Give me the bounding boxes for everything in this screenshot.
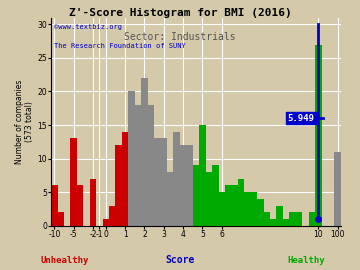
Bar [174, 132, 180, 226]
Bar [264, 212, 270, 226]
Bar [109, 205, 116, 226]
Bar [193, 165, 199, 226]
Bar [251, 192, 257, 226]
Text: Sector: Industrials: Sector: Industrials [124, 32, 236, 42]
Bar [289, 212, 296, 226]
Bar [161, 139, 167, 226]
Text: 5.949: 5.949 [288, 114, 314, 123]
Bar [141, 78, 148, 226]
Bar [231, 185, 238, 226]
Bar [257, 199, 264, 226]
Bar [154, 139, 161, 226]
Y-axis label: Number of companies
(573 total): Number of companies (573 total) [15, 79, 35, 164]
Bar [276, 205, 283, 226]
Bar [334, 152, 341, 226]
Bar [283, 219, 289, 226]
Bar [315, 45, 321, 226]
Bar [90, 179, 96, 226]
Bar [244, 192, 251, 226]
Text: Z'-Score Histogram for BMI (2016): Z'-Score Histogram for BMI (2016) [69, 8, 291, 18]
Bar [199, 125, 206, 226]
Bar [186, 145, 193, 226]
Text: The Research Foundation of SUNY: The Research Foundation of SUNY [54, 43, 186, 49]
Bar [135, 105, 141, 226]
Text: ©www.textbiz.org: ©www.textbiz.org [54, 24, 122, 30]
Bar [219, 192, 225, 226]
Bar [270, 219, 276, 226]
Bar [116, 145, 122, 226]
Bar [129, 92, 135, 226]
Bar [71, 139, 77, 226]
Bar [180, 145, 186, 226]
Text: Score: Score [165, 255, 195, 265]
Bar [296, 212, 302, 226]
Bar [103, 219, 109, 226]
Bar [212, 165, 219, 226]
Bar [238, 179, 244, 226]
Bar [58, 212, 64, 226]
Bar [206, 172, 212, 226]
Text: Healthy: Healthy [287, 256, 325, 265]
Bar [309, 212, 315, 226]
Bar [77, 185, 83, 226]
Bar [51, 185, 58, 226]
Bar [148, 105, 154, 226]
Bar [167, 172, 174, 226]
Bar [122, 132, 129, 226]
Text: Unhealthy: Unhealthy [41, 256, 89, 265]
Bar [225, 185, 231, 226]
